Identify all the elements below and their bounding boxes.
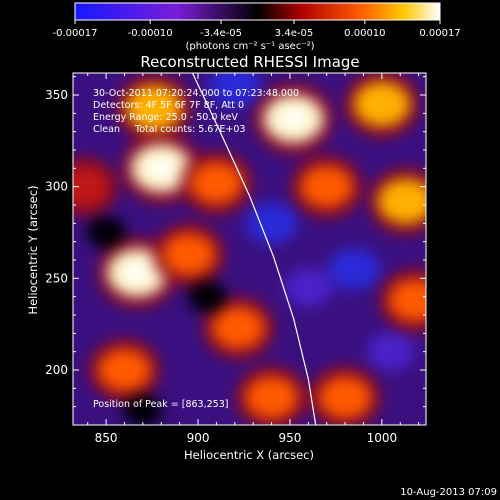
emission-blob	[353, 81, 410, 127]
heatmap-emission-blobs	[73, 73, 426, 425]
emission-blob	[122, 394, 163, 425]
emission-blob	[187, 280, 228, 313]
colorbar-tick-label: 0.00017	[419, 28, 460, 39]
emission-blob-core	[147, 157, 175, 179]
x-tick-label: 950	[278, 431, 301, 445]
annotation-algorithm-counts: Clean Total counts: 5.67E+03	[93, 124, 245, 135]
chart-title: Reconstructed RHESSI Image	[140, 53, 359, 71]
colorbar-ticks: -0.00017 -0.00010 -3.4e-05 3.4e-05 0.00010 0.…	[53, 20, 461, 39]
y-tick-label: 250	[45, 271, 68, 285]
emission-blob	[328, 248, 381, 290]
annotation-detectors: Detectors: 4F 5F 6F 7F 8F, Att 0	[93, 100, 244, 111]
emission-blob	[162, 233, 215, 276]
generation-timestamp: 10-Aug-2013 07:09	[400, 487, 497, 498]
y-axis-label: Heliocentric Y (arcsec)	[26, 185, 40, 314]
annotation-energy-range: Energy Range: 25.0 - 50.0 keV	[93, 112, 238, 123]
colorbar: -0.00017 -0.00010 -3.4e-05 3.4e-05 0.00010 0.…	[53, 2, 461, 52]
emission-blob	[86, 216, 127, 249]
solar-limb-line	[191, 73, 317, 425]
y-tick-label: 200	[45, 363, 68, 377]
colorbar-unit-label: (photons cm⁻² s⁻¹ asec⁻²)	[185, 41, 314, 52]
emission-blob	[208, 73, 261, 107]
emission-blob	[319, 376, 372, 419]
colorbar-tick-label: -0.00017	[53, 28, 98, 39]
emission-blob	[367, 332, 416, 371]
y-axis-ticks: 200 250 300 350	[45, 76, 426, 426]
emission-blob	[98, 349, 151, 391]
colorbar-tick-label: 0.00010	[344, 28, 385, 39]
x-tick-label: 900	[187, 431, 210, 445]
colorbar-tick-label: 3.4e-05	[275, 28, 313, 39]
annotation-peak-position: Position of Peak = [863,253]	[93, 399, 228, 410]
x-tick-label: 850	[95, 431, 118, 445]
annotation-time-range: 30-Oct-2011 07:20:24.000 to 07:23:48.000	[93, 88, 299, 99]
emission-blob-core	[280, 108, 308, 130]
emission-blob	[125, 85, 182, 131]
x-axis-ticks: 850 900 950 1000	[87, 73, 420, 445]
emission-blob	[377, 178, 426, 224]
emission-blob	[73, 167, 109, 206]
emission-blob-core	[123, 262, 151, 284]
y-tick-label: 300	[45, 180, 68, 194]
emission-blob	[245, 202, 298, 245]
colorbar-gradient	[74, 2, 441, 21]
emission-blob	[212, 307, 265, 349]
x-axis-label: Heliocentric X (arcsec)	[184, 448, 314, 462]
observation-annotations: 30-Oct-2011 07:20:24.000 to 07:23:48.000…	[93, 88, 299, 410]
emission-blob	[300, 165, 353, 208]
emission-blob	[284, 268, 333, 307]
emission-blob	[190, 162, 243, 204]
emission-blob	[388, 279, 426, 322]
x-tick-label: 1000	[367, 431, 398, 445]
heatmap-image	[73, 73, 426, 425]
y-tick-label: 350	[45, 88, 68, 102]
colorbar-tick-label: -0.00010	[128, 28, 173, 39]
emission-blob	[245, 376, 298, 419]
colorbar-tick-label: -3.4e-05	[200, 28, 242, 39]
plot-frame	[72, 72, 427, 426]
